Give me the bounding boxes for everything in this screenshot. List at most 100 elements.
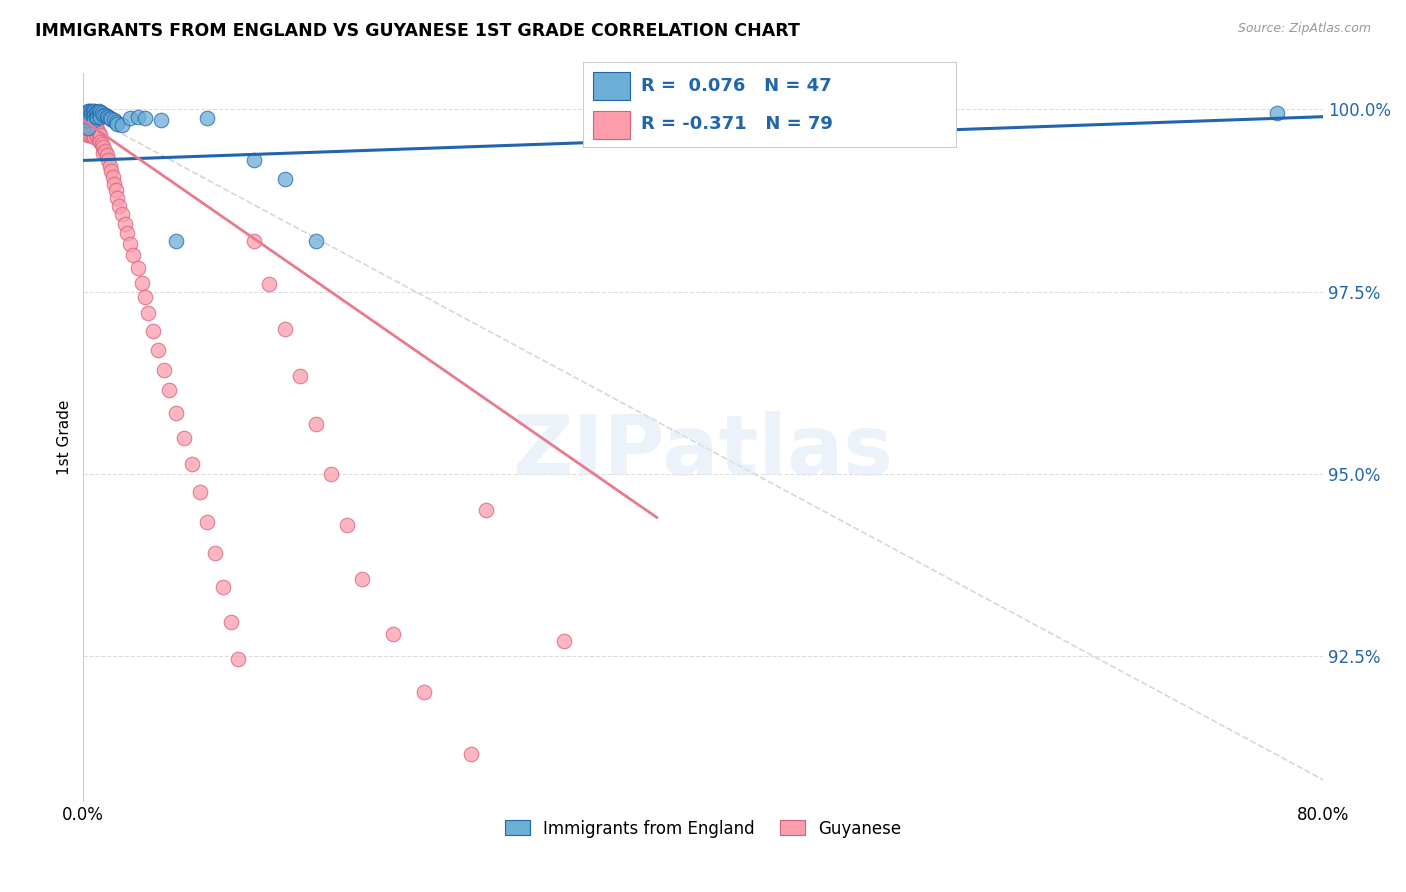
Point (84, 127, 107, 141)
Point (77, 120, 100, 135)
Point (157, 383, 180, 397)
Point (413, 685, 436, 699)
Point (77, 108, 100, 122)
Point (83, 123, 105, 137)
Point (75, 113, 97, 128)
Point (83, 103, 105, 118)
Point (274, 322, 297, 336)
Point (352, 572, 374, 586)
Point (98, 111, 121, 125)
Point (77, 103, 100, 118)
Point (219, 615, 242, 629)
Point (96, 148, 118, 162)
Point (89, 110, 111, 124)
Point (103, 113, 125, 128)
Point (105, 117, 128, 131)
Point (79, 103, 101, 118)
Point (86, 122, 108, 136)
Point (108, 198, 131, 212)
Point (242, 234, 264, 248)
Point (97, 110, 120, 124)
Point (475, 503, 498, 517)
Point (226, 652, 249, 666)
Point (118, 111, 141, 125)
Point (77, 108, 100, 122)
Point (90, 136, 112, 151)
Point (87, 107, 110, 121)
Point (134, 111, 156, 125)
Point (86, 104, 108, 119)
Point (80, 120, 103, 135)
Point (336, 518, 359, 533)
Point (242, 153, 264, 168)
Point (305, 417, 328, 432)
Point (77, 128, 100, 142)
Point (259, 277, 281, 292)
Point (83, 130, 105, 145)
Point (80, 103, 103, 118)
Point (79, 128, 101, 142)
Point (82, 113, 104, 128)
Point (111, 119, 134, 133)
Point (79, 120, 101, 135)
Point (101, 170, 124, 185)
Point (82, 120, 104, 135)
Point (460, 747, 482, 762)
Bar (593, 111, 630, 139)
Point (1265, 106, 1288, 120)
Point (131, 276, 153, 290)
Point (94, 108, 117, 122)
Point (82, 103, 104, 118)
Point (89, 104, 111, 119)
Point (80, 111, 103, 125)
Y-axis label: 1st Grade: 1st Grade (58, 400, 72, 475)
Point (83, 115, 105, 129)
Point (165, 234, 187, 248)
Point (100, 164, 122, 178)
Point (79, 113, 101, 128)
Point (83, 107, 105, 121)
Text: ZIPatlas: ZIPatlas (513, 411, 894, 492)
Point (73, 108, 96, 122)
Point (188, 484, 211, 499)
Point (84, 104, 107, 119)
Point (180, 457, 202, 471)
Bar (593, 71, 630, 100)
Point (105, 190, 128, 204)
Point (77, 120, 100, 135)
Point (204, 546, 226, 560)
Text: Source: ZipAtlas.com: Source: ZipAtlas.com (1237, 22, 1371, 36)
Point (114, 217, 136, 231)
Point (84, 119, 107, 133)
Point (122, 248, 145, 262)
Point (93, 107, 115, 121)
Point (98, 159, 121, 173)
Point (82, 107, 104, 121)
Point (75, 108, 97, 122)
Point (599, 113, 621, 128)
Point (103, 177, 125, 191)
Point (142, 324, 165, 338)
Point (274, 171, 297, 186)
Point (80, 113, 103, 128)
Text: R = -0.371   N = 79: R = -0.371 N = 79 (641, 115, 834, 133)
Point (73, 106, 96, 120)
Point (100, 112, 122, 126)
Point (83, 113, 105, 128)
Point (146, 343, 169, 357)
Point (97, 153, 120, 168)
Point (75, 113, 97, 128)
Point (115, 227, 138, 241)
Point (75, 106, 97, 120)
Point (82, 111, 104, 125)
Point (165, 406, 187, 420)
Point (90, 106, 112, 120)
Point (89, 128, 111, 142)
Point (553, 634, 575, 648)
Point (86, 110, 108, 124)
Point (127, 261, 149, 276)
Point (87, 133, 110, 147)
Point (173, 431, 195, 445)
Point (93, 140, 115, 154)
Point (86, 129, 108, 144)
